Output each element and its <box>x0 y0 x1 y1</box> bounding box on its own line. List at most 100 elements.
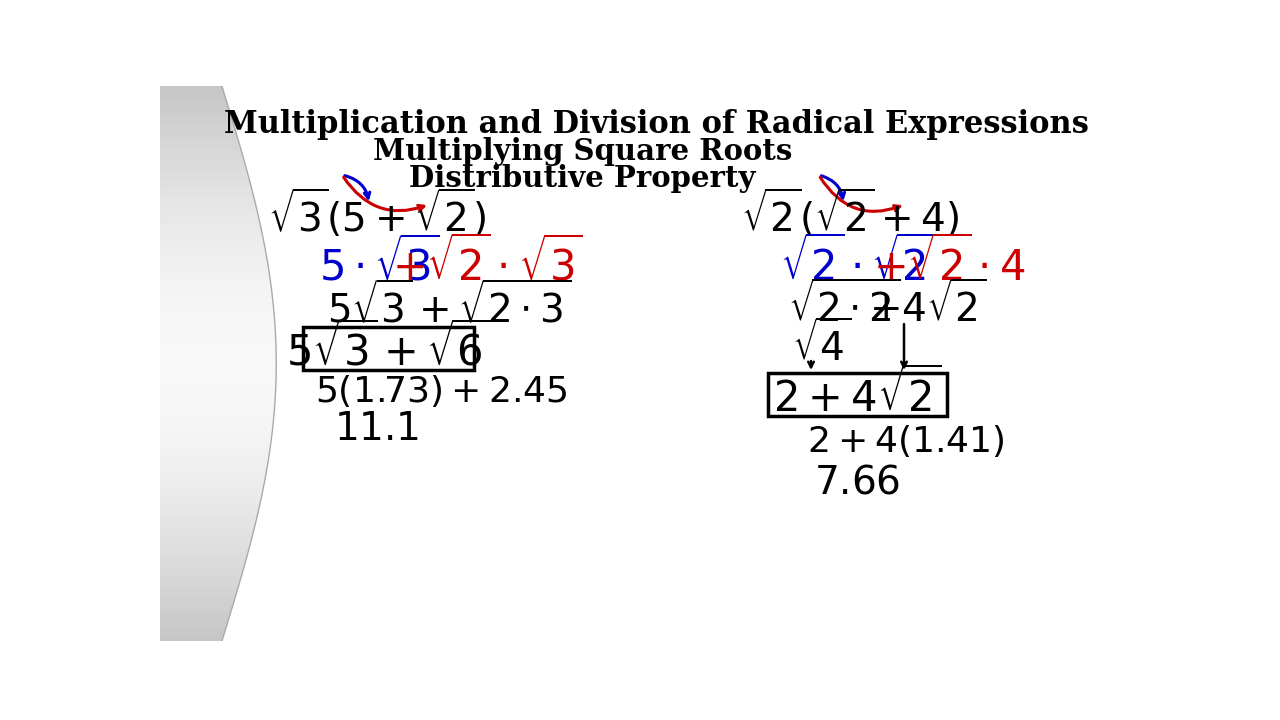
Bar <box>160 86 262 641</box>
Bar <box>160 86 306 641</box>
Bar <box>160 86 301 641</box>
Bar <box>160 426 273 429</box>
Bar <box>160 499 261 502</box>
Bar <box>160 234 262 237</box>
Bar <box>160 86 173 641</box>
Bar <box>160 86 188 641</box>
Text: $5\cdot\sqrt{3}$: $5\cdot\sqrt{3}$ <box>319 238 439 289</box>
Bar <box>160 86 294 641</box>
Bar <box>160 86 175 641</box>
Bar <box>160 243 264 246</box>
Bar <box>160 462 268 465</box>
Bar <box>160 86 297 641</box>
Bar <box>160 474 266 477</box>
Bar <box>160 359 276 362</box>
Bar <box>160 635 223 638</box>
Bar <box>160 259 268 262</box>
Bar <box>160 86 182 641</box>
Bar <box>160 89 223 92</box>
Bar <box>160 176 248 179</box>
Bar <box>160 346 276 348</box>
Bar <box>160 86 178 641</box>
Bar <box>160 86 200 641</box>
Bar <box>160 86 230 641</box>
Bar <box>160 413 274 415</box>
Bar <box>160 86 177 641</box>
Bar <box>160 440 271 443</box>
Bar <box>160 560 246 563</box>
Bar <box>160 86 294 641</box>
Bar <box>160 86 271 641</box>
Bar <box>160 86 255 641</box>
Bar <box>160 86 166 641</box>
Bar <box>160 86 200 641</box>
Bar <box>160 86 180 641</box>
Bar <box>160 521 256 523</box>
Bar <box>160 86 302 641</box>
Bar <box>160 86 206 641</box>
Bar <box>160 86 259 641</box>
Bar <box>160 86 221 641</box>
Bar <box>160 86 179 641</box>
Bar <box>160 86 300 641</box>
Bar <box>160 490 262 493</box>
Bar <box>160 571 242 574</box>
Bar <box>160 86 180 641</box>
Bar <box>160 86 184 641</box>
Bar <box>160 86 257 641</box>
Bar <box>160 549 248 552</box>
Bar <box>160 170 247 173</box>
Bar <box>160 613 230 616</box>
Bar <box>160 621 228 624</box>
Bar <box>160 179 250 181</box>
Bar <box>160 86 283 641</box>
Bar <box>160 270 269 273</box>
Bar <box>160 95 225 97</box>
Bar <box>160 446 270 449</box>
Bar <box>160 544 250 546</box>
Bar <box>160 86 221 641</box>
Bar <box>160 429 273 432</box>
Bar <box>160 86 192 641</box>
Bar <box>160 86 168 641</box>
Bar <box>160 86 284 641</box>
Bar <box>160 532 253 535</box>
Bar <box>160 86 302 641</box>
Bar <box>160 86 166 641</box>
Bar <box>160 86 192 641</box>
Bar <box>160 351 276 354</box>
Text: $\sqrt{4}$: $\sqrt{4}$ <box>791 320 851 369</box>
Bar <box>160 282 270 284</box>
Bar <box>160 231 262 234</box>
Text: Distributive Property: Distributive Property <box>410 164 755 193</box>
Bar <box>160 86 211 641</box>
Bar <box>160 510 259 513</box>
Bar <box>160 86 175 641</box>
Bar <box>160 374 276 376</box>
Bar <box>160 415 274 418</box>
Bar <box>160 86 212 641</box>
Bar <box>160 420 274 423</box>
Bar <box>160 624 227 627</box>
Bar <box>160 86 244 641</box>
Bar <box>160 86 246 641</box>
Bar <box>160 86 276 641</box>
Bar <box>160 86 236 641</box>
Bar <box>160 246 265 248</box>
Bar <box>160 410 274 413</box>
Bar <box>160 312 274 315</box>
Bar <box>160 471 266 474</box>
Bar <box>160 443 270 446</box>
Bar <box>160 86 279 641</box>
Bar <box>160 86 301 641</box>
Text: $+\sqrt{2}\cdot\sqrt{3}$: $+\sqrt{2}\cdot\sqrt{3}$ <box>393 237 584 290</box>
Bar <box>160 320 275 323</box>
Bar <box>160 86 164 641</box>
Bar <box>160 632 224 635</box>
Bar <box>160 125 234 128</box>
Bar <box>160 86 165 641</box>
Bar <box>160 362 276 365</box>
Bar <box>160 86 186 641</box>
Bar <box>160 315 274 318</box>
Bar <box>160 86 169 641</box>
